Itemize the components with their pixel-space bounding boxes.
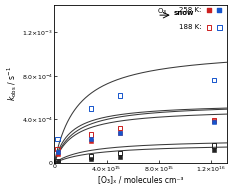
Point [211, 148, 215, 151]
Point [117, 127, 121, 130]
Point [211, 119, 215, 122]
Point [55, 160, 59, 163]
Text: O$_3$: O$_3$ [156, 7, 167, 17]
Point [89, 157, 92, 160]
X-axis label: [O₃]ₓ / molecules cm⁻³: [O₃]ₓ / molecules cm⁻³ [97, 175, 183, 184]
Point [55, 138, 59, 141]
Point [55, 153, 59, 156]
Point [89, 155, 92, 158]
Point [211, 120, 215, 123]
Point [117, 131, 121, 134]
Point [89, 107, 92, 110]
Point [55, 160, 59, 163]
Text: 258 K:: 258 K: [178, 7, 200, 13]
Point [89, 133, 92, 136]
Point [117, 94, 121, 97]
Text: 188 K:: 188 K: [178, 24, 201, 30]
Y-axis label: $k_\mathrm{obs}$ / s$^{-1}$: $k_\mathrm{obs}$ / s$^{-1}$ [5, 67, 19, 101]
Point [55, 151, 59, 154]
Point [89, 140, 92, 143]
Point [55, 147, 59, 150]
Point [211, 79, 215, 82]
Point [211, 119, 215, 122]
Point [117, 155, 121, 158]
Point [211, 144, 215, 147]
Text: snow: snow [173, 10, 193, 16]
Point [117, 131, 121, 134]
Point [89, 138, 92, 141]
Point [117, 152, 121, 155]
